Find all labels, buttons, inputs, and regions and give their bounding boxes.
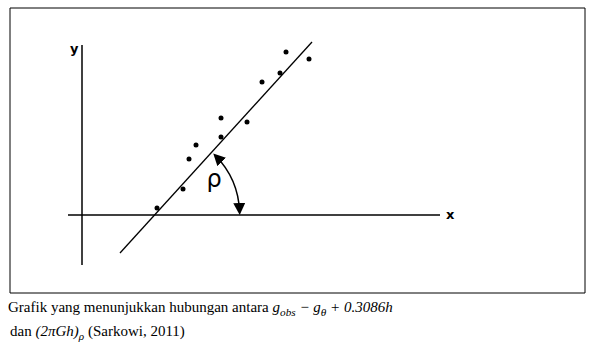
- svg-text:x: x: [446, 207, 455, 222]
- svg-text:y: y: [70, 41, 79, 56]
- html-text:dan (2πGh)ρ(Sarkowi, 2011): dan (2πGh)ρ(Sarkowi, 2011): [10, 323, 185, 342]
- html-text:Grafik yang menunjukkan hubung: Grafik yang menunjukkan hubungan antara …: [8, 299, 393, 318]
- svg-text:ρ: ρ: [207, 165, 222, 193]
